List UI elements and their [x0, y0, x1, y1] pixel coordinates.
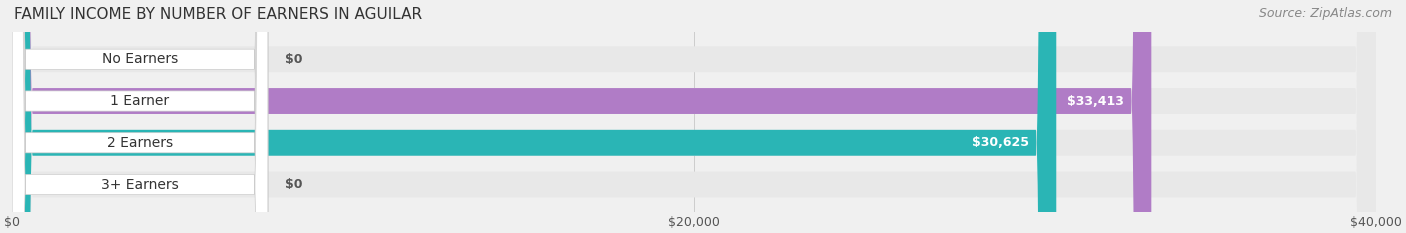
FancyBboxPatch shape [13, 0, 1376, 233]
FancyBboxPatch shape [13, 0, 269, 233]
FancyBboxPatch shape [13, 0, 1376, 233]
Text: No Earners: No Earners [101, 52, 179, 66]
FancyBboxPatch shape [13, 0, 1056, 233]
Text: FAMILY INCOME BY NUMBER OF EARNERS IN AGUILAR: FAMILY INCOME BY NUMBER OF EARNERS IN AG… [14, 7, 422, 22]
Text: $33,413: $33,413 [1067, 95, 1123, 107]
Text: 2 Earners: 2 Earners [107, 136, 173, 150]
FancyBboxPatch shape [13, 0, 1152, 233]
Text: $30,625: $30,625 [972, 136, 1029, 149]
Text: 1 Earner: 1 Earner [111, 94, 170, 108]
Text: 3+ Earners: 3+ Earners [101, 178, 179, 192]
Text: $0: $0 [285, 53, 302, 66]
FancyBboxPatch shape [13, 0, 1376, 233]
FancyBboxPatch shape [13, 0, 269, 233]
Text: $0: $0 [285, 178, 302, 191]
FancyBboxPatch shape [13, 0, 1376, 233]
Text: Source: ZipAtlas.com: Source: ZipAtlas.com [1258, 7, 1392, 20]
FancyBboxPatch shape [13, 0, 269, 233]
FancyBboxPatch shape [13, 0, 269, 233]
